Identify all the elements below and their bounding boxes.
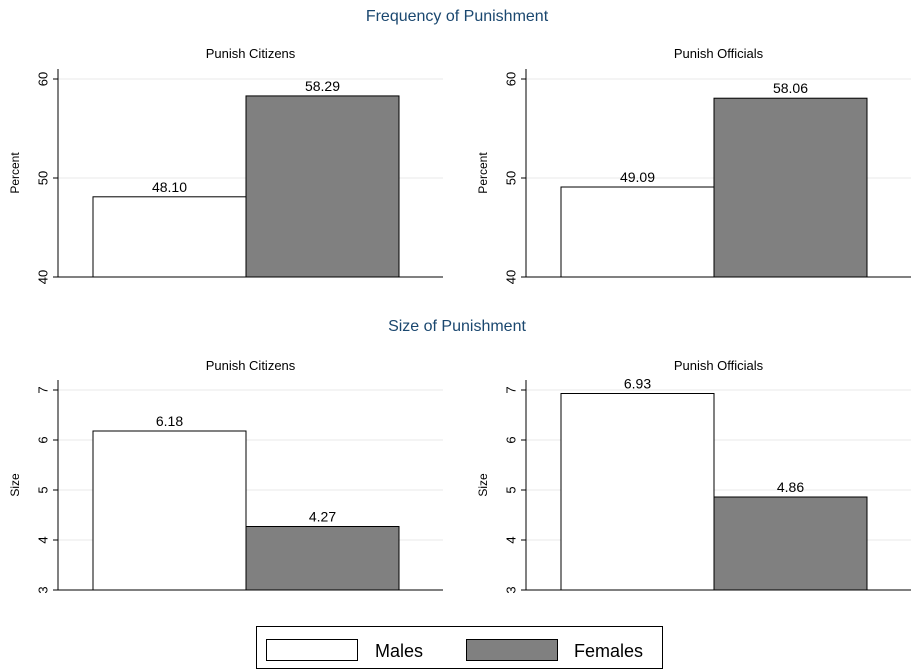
legend-label-females: Females — [574, 641, 644, 661]
bar-females — [245, 526, 400, 591]
data-label: 58.29 — [305, 78, 340, 94]
y-tick-label: 4 — [36, 536, 51, 543]
section-title-size: Size of Punishment — [388, 318, 526, 335]
panel-title: Punish Citizens — [206, 358, 296, 373]
panel-title: Punish Officials — [674, 358, 764, 373]
y-tick-label: 3 — [504, 586, 519, 593]
bar-males — [92, 196, 247, 278]
y-tick-label: 60 — [504, 72, 519, 86]
chart-panel-3: Punish Citizens 3 4 5 6 7 Size 6.18 4.27 — [8, 358, 443, 594]
y-tick-label: 60 — [36, 72, 51, 86]
y-tick-label: 5 — [36, 486, 51, 493]
data-label: 48.10 — [152, 179, 187, 195]
bar-males — [560, 186, 715, 278]
data-label: 4.86 — [777, 479, 804, 495]
chart-panel-2: Punish Officials 40 50 60 Percent 49.09 58.06 — [476, 46, 911, 284]
legend-label-males: Males — [375, 641, 424, 661]
y-tick-label: 6 — [36, 436, 51, 443]
bar-females — [245, 95, 400, 278]
bar-females — [713, 97, 868, 278]
y-tick-label: 50 — [36, 171, 51, 185]
bar-females — [713, 496, 868, 591]
chart-panel-1: Punish Citizens 40 50 60 Percent 48.10 58.29 — [8, 46, 443, 284]
y-axis-title: Size — [8, 473, 22, 497]
data-label: 58.06 — [773, 80, 808, 96]
y-tick-label: 7 — [36, 386, 51, 393]
y-axis-title: Percent — [8, 152, 22, 194]
legend-swatch-males — [266, 639, 358, 661]
section-title-frequency: Frequency of Punishment — [365, 8, 549, 25]
data-label: 4.27 — [309, 509, 336, 525]
y-tick-label: 40 — [504, 270, 519, 284]
bar-males — [560, 393, 715, 591]
data-label: 6.18 — [156, 413, 183, 429]
y-axis-title: Size — [476, 473, 490, 497]
data-label: 6.93 — [624, 376, 651, 392]
y-axis-title: Percent — [476, 152, 490, 194]
y-tick-label: 4 — [504, 536, 519, 543]
y-tick-label: 3 — [36, 586, 51, 593]
panel-title: Punish Officials — [674, 46, 764, 61]
y-tick-label: 50 — [504, 171, 519, 185]
legend: Males Females — [256, 626, 663, 669]
chart-panel-4: Punish Officials 3 4 5 6 7 Size 6.93 4.86 — [476, 358, 911, 594]
y-tick-label: 5 — [504, 486, 519, 493]
panel-title: Punish Citizens — [206, 46, 296, 61]
y-tick-label: 7 — [504, 386, 519, 393]
bar-males — [92, 430, 247, 591]
y-tick-label: 6 — [504, 436, 519, 443]
y-tick-label: 40 — [36, 270, 51, 284]
legend-swatch-females — [466, 639, 558, 661]
data-label: 49.09 — [620, 169, 655, 185]
